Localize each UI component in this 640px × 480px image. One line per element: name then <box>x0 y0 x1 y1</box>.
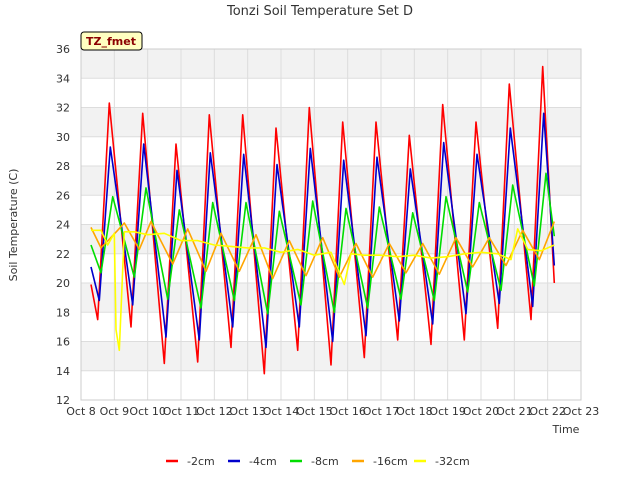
y-tick-label: 16 <box>56 336 70 349</box>
x-tick-label: Oct 22 <box>529 405 566 418</box>
x-tick-label: Oct 10 <box>129 405 166 418</box>
background-band <box>81 78 581 108</box>
y-tick-label: 22 <box>56 248 70 261</box>
legend-label: -16cm <box>373 455 408 468</box>
x-tick-label: Oct 21 <box>496 405 533 418</box>
legend-label: -8cm <box>311 455 339 468</box>
legend-item: -4cm <box>228 455 277 468</box>
legend-label: -32cm <box>435 455 470 468</box>
x-axis-label: Time <box>552 423 580 436</box>
y-tick-label: 12 <box>56 394 70 407</box>
x-tick-label: Oct 23 <box>563 405 600 418</box>
legend-item: -8cm <box>290 455 339 468</box>
x-tick-label: Oct 11 <box>163 405 200 418</box>
x-tick-label: Oct 13 <box>229 405 266 418</box>
y-tick-label: 32 <box>56 102 70 115</box>
legend-label: -4cm <box>249 455 277 468</box>
legend-label: -2cm <box>187 455 215 468</box>
x-tick-label: Oct 9 <box>100 405 130 418</box>
y-axis-label: Soil Temperature (C) <box>7 169 20 282</box>
y-tick-label: 34 <box>56 72 70 85</box>
background-band <box>81 166 581 196</box>
x-tick-label: Oct 20 <box>463 405 500 418</box>
x-tick-label: Oct 12 <box>196 405 233 418</box>
legend: -2cm -4cm -8cm -16cm -32cm <box>166 455 470 468</box>
chart-title: Tonzi Soil Temperature Set D <box>226 4 413 19</box>
x-tick-label: Oct 8 <box>66 405 96 418</box>
y-tick-label: 24 <box>56 219 70 232</box>
background-band <box>81 195 581 225</box>
x-tick-label: Oct 19 <box>429 405 466 418</box>
series-line-8cm <box>90 172 556 315</box>
x-tick-label: Oct 18 <box>396 405 433 418</box>
legend-item: -32cm <box>414 455 470 468</box>
series-layer <box>90 65 556 375</box>
y-tick-label: 14 <box>56 365 70 378</box>
site-badge-text: TZ_fmet <box>86 35 136 48</box>
plot-frame <box>80 48 582 401</box>
series-line-32cm <box>91 228 555 352</box>
y-tick-label: 28 <box>56 160 70 173</box>
series-line-16cm <box>90 220 556 280</box>
y-tick-labels: 12 14 16 18 20 22 24 26 28 30 32 34 36 <box>56 43 70 407</box>
background-band <box>81 49 581 79</box>
x-tick-label: Oct 16 <box>329 405 366 418</box>
background-band <box>81 107 581 137</box>
background-band <box>81 136 581 166</box>
x-tick-label: Oct 15 <box>296 405 333 418</box>
x-tick-label: Oct 17 <box>363 405 400 418</box>
y-tick-label: 26 <box>56 189 70 202</box>
legend-item: -16cm <box>352 455 408 468</box>
y-tick-label: 30 <box>56 131 70 144</box>
y-tick-label: 18 <box>56 306 70 319</box>
legend-item: -2cm <box>166 455 215 468</box>
y-tick-label: 20 <box>56 277 70 290</box>
x-tick-label: Oct 14 <box>263 405 300 418</box>
site-badge: TZ_fmet <box>80 31 143 51</box>
y-tick-label: 36 <box>56 43 70 56</box>
background-band <box>81 370 581 400</box>
site-badge-box <box>80 31 143 51</box>
